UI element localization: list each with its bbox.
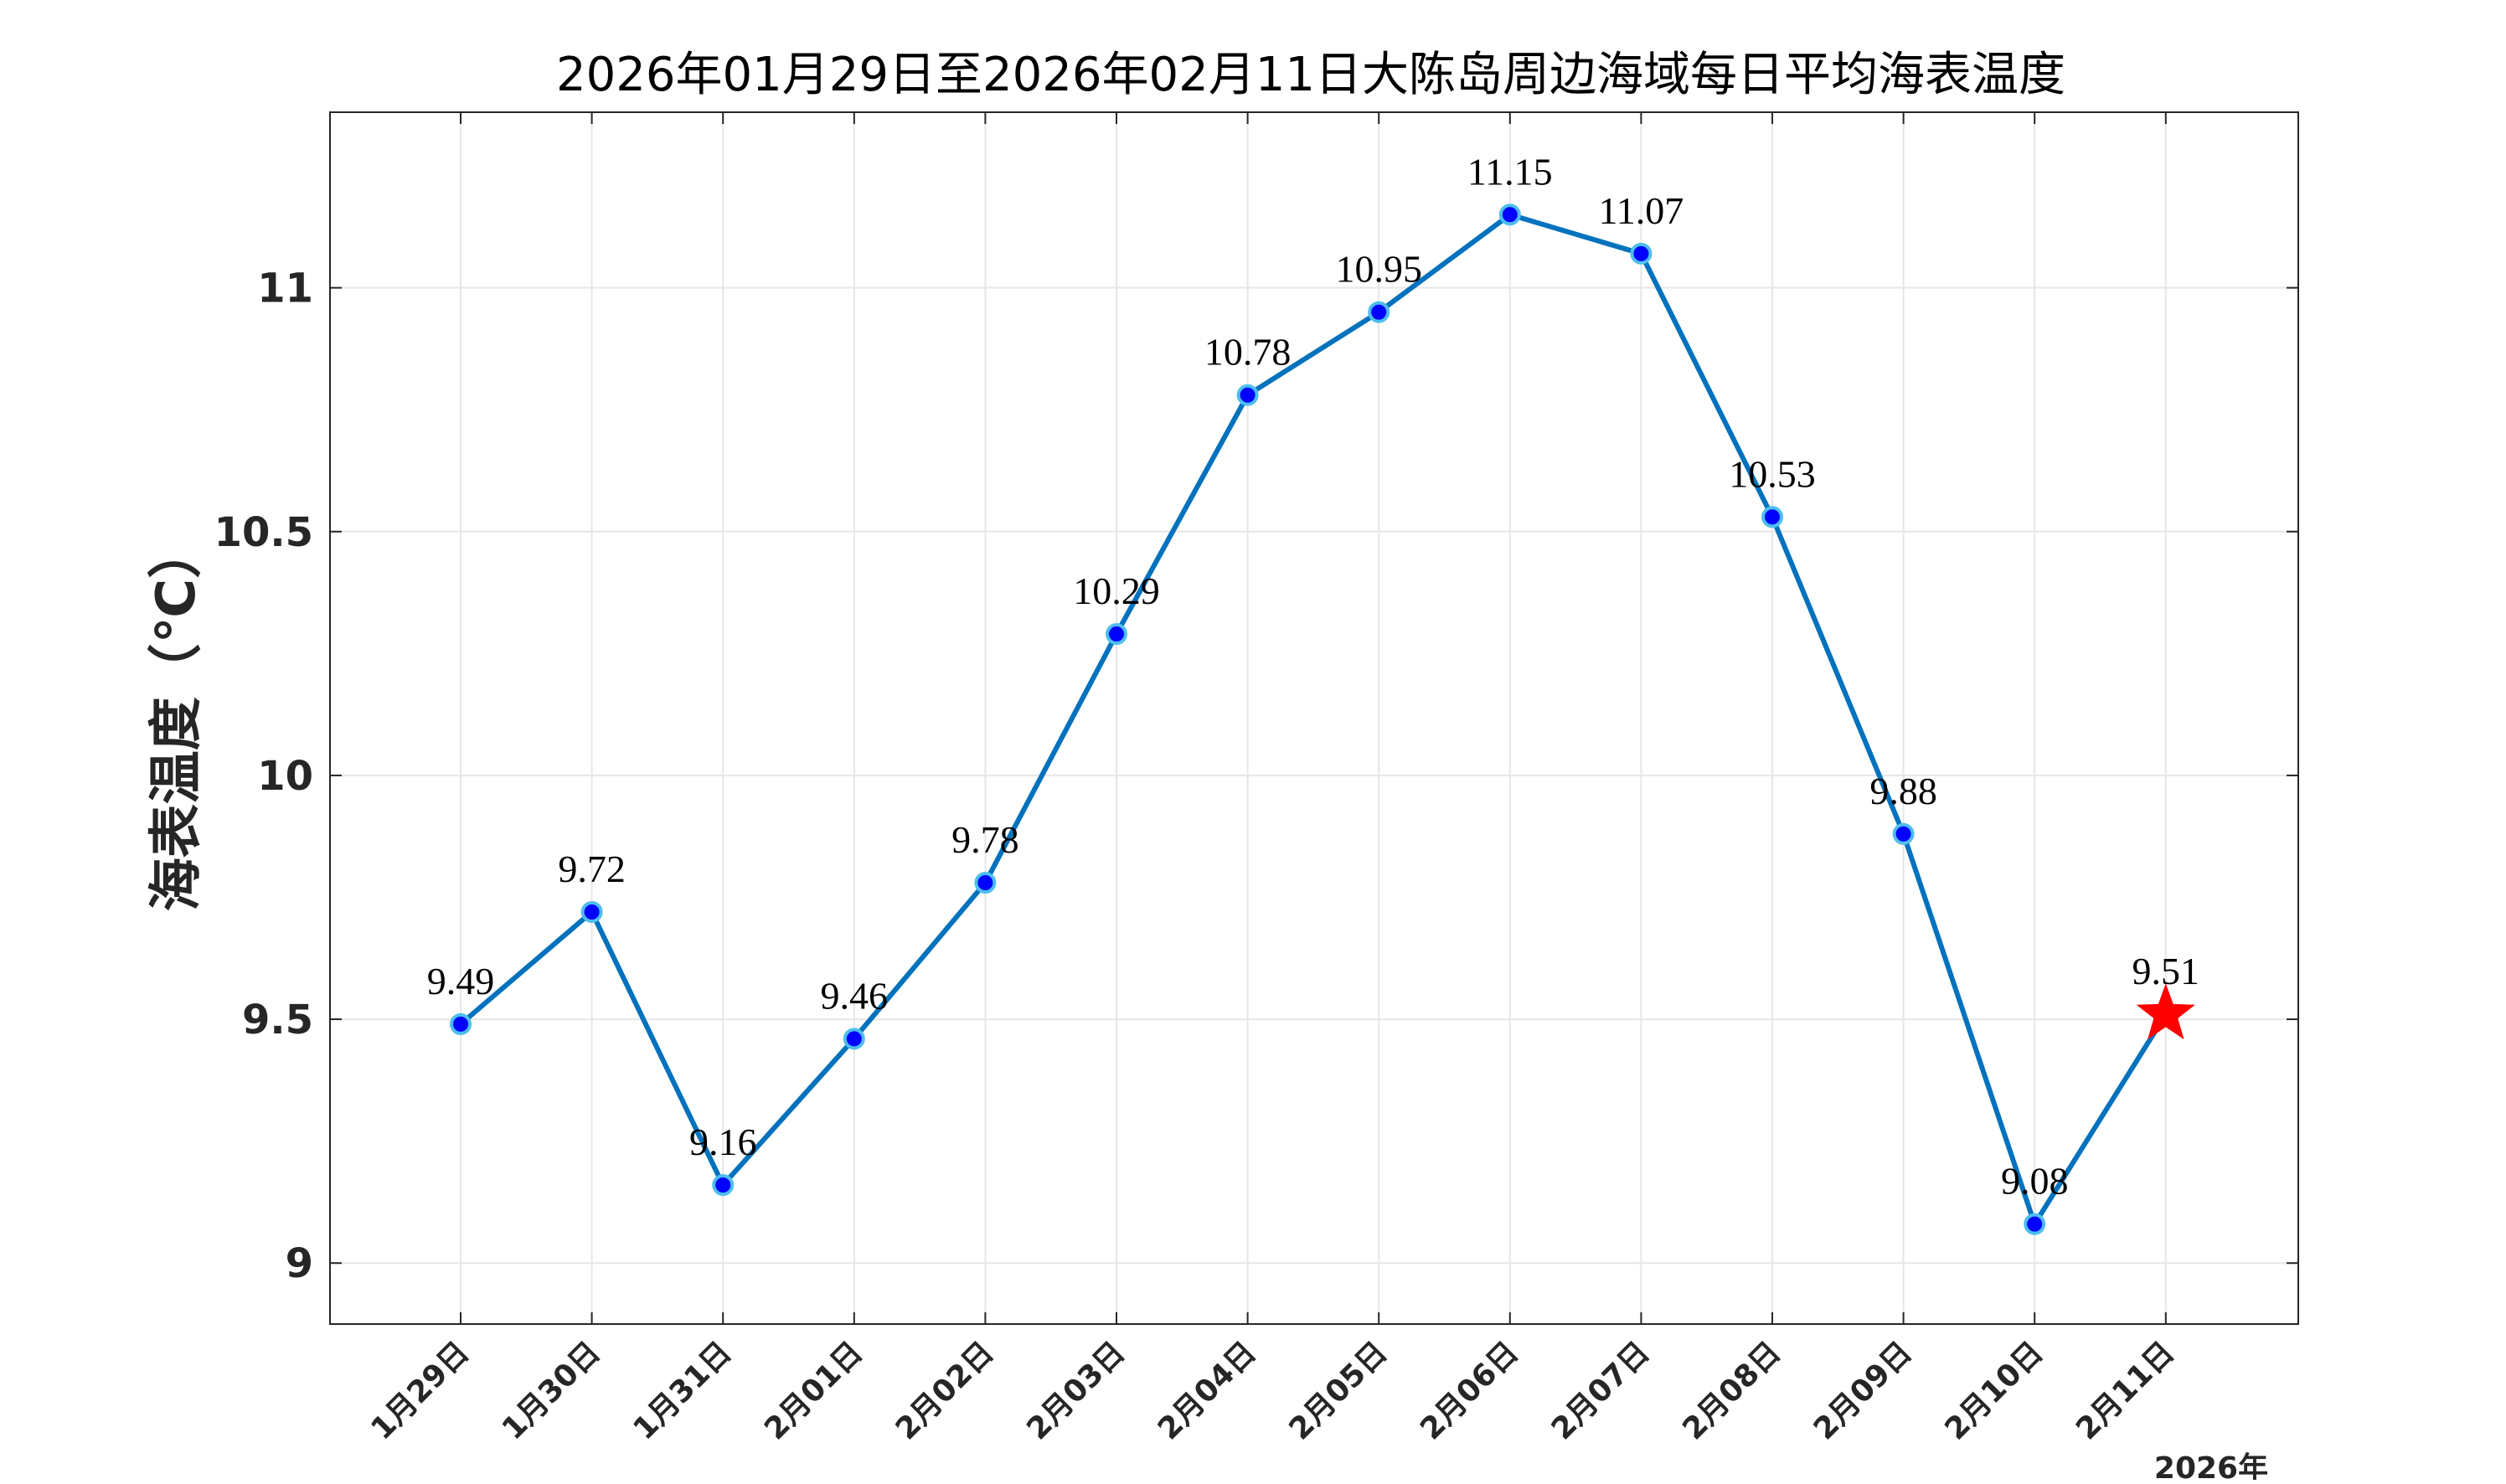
data-point-marker [1368, 301, 1390, 323]
data-value-label: 10.78 [1204, 331, 1292, 374]
plot-area-frame [329, 111, 2299, 1325]
y-tick-label: 9.5 [242, 997, 313, 1043]
data-point-marker [974, 872, 997, 894]
data-value-label: 9.49 [427, 960, 495, 1002]
data-point-marker [1761, 506, 1783, 528]
data-value-label: 10.95 [1335, 248, 1422, 291]
y-axis-label: 海表温度（℃） [146, 525, 208, 912]
data-point-marker [1498, 204, 1521, 226]
data-value-label: 9.46 [821, 974, 889, 1017]
data-point-marker [1630, 242, 1653, 265]
data-point-marker [1892, 822, 1915, 845]
highlight-star-marker [2136, 983, 2195, 1040]
data-point-marker [843, 1028, 865, 1050]
series-line-layer [459, 212, 2168, 1227]
data-label-layer: 9.49 9.72 9.16 9.46 9.78 10.29 10.78 10.95 11.15… [427, 150, 2199, 1202]
data-point-marker [2024, 1213, 2046, 1235]
data-point-marker [580, 900, 603, 923]
chart-title: 2026年01月29日至2026年02月11日大陈岛周边海域每日平均海表温度 [556, 48, 2065, 102]
data-value-label: 10.53 [1729, 452, 1816, 495]
y-tick-label: 10.5 [214, 509, 313, 556]
data-marker-layer [450, 204, 2195, 1235]
series-line [459, 212, 2168, 1227]
data-value-label: 9.78 [951, 818, 1019, 861]
data-value-label: 9.16 [689, 1121, 757, 1163]
y-tick-label: 10 [257, 753, 313, 800]
data-value-label: 11.07 [1599, 189, 1684, 232]
data-point-marker [1106, 623, 1127, 646]
data-point-marker [450, 1013, 472, 1035]
data-point-marker [712, 1174, 735, 1197]
x-axis-year-label: 2026年 [2154, 1451, 2268, 1480]
y-tick-label: 11 [257, 265, 313, 312]
data-value-label: 9.51 [2132, 950, 2200, 992]
y-tick-label: 9 [286, 1240, 313, 1287]
data-value-label: 9.88 [1869, 770, 1937, 812]
data-value-label: 9.08 [2001, 1160, 2069, 1203]
data-value-label: 11.15 [1467, 150, 1553, 193]
data-value-label: 10.29 [1073, 569, 1160, 612]
data-point-marker [1236, 384, 1259, 406]
data-value-label: 9.72 [558, 848, 626, 890]
grid-lines [330, 112, 2298, 1324]
